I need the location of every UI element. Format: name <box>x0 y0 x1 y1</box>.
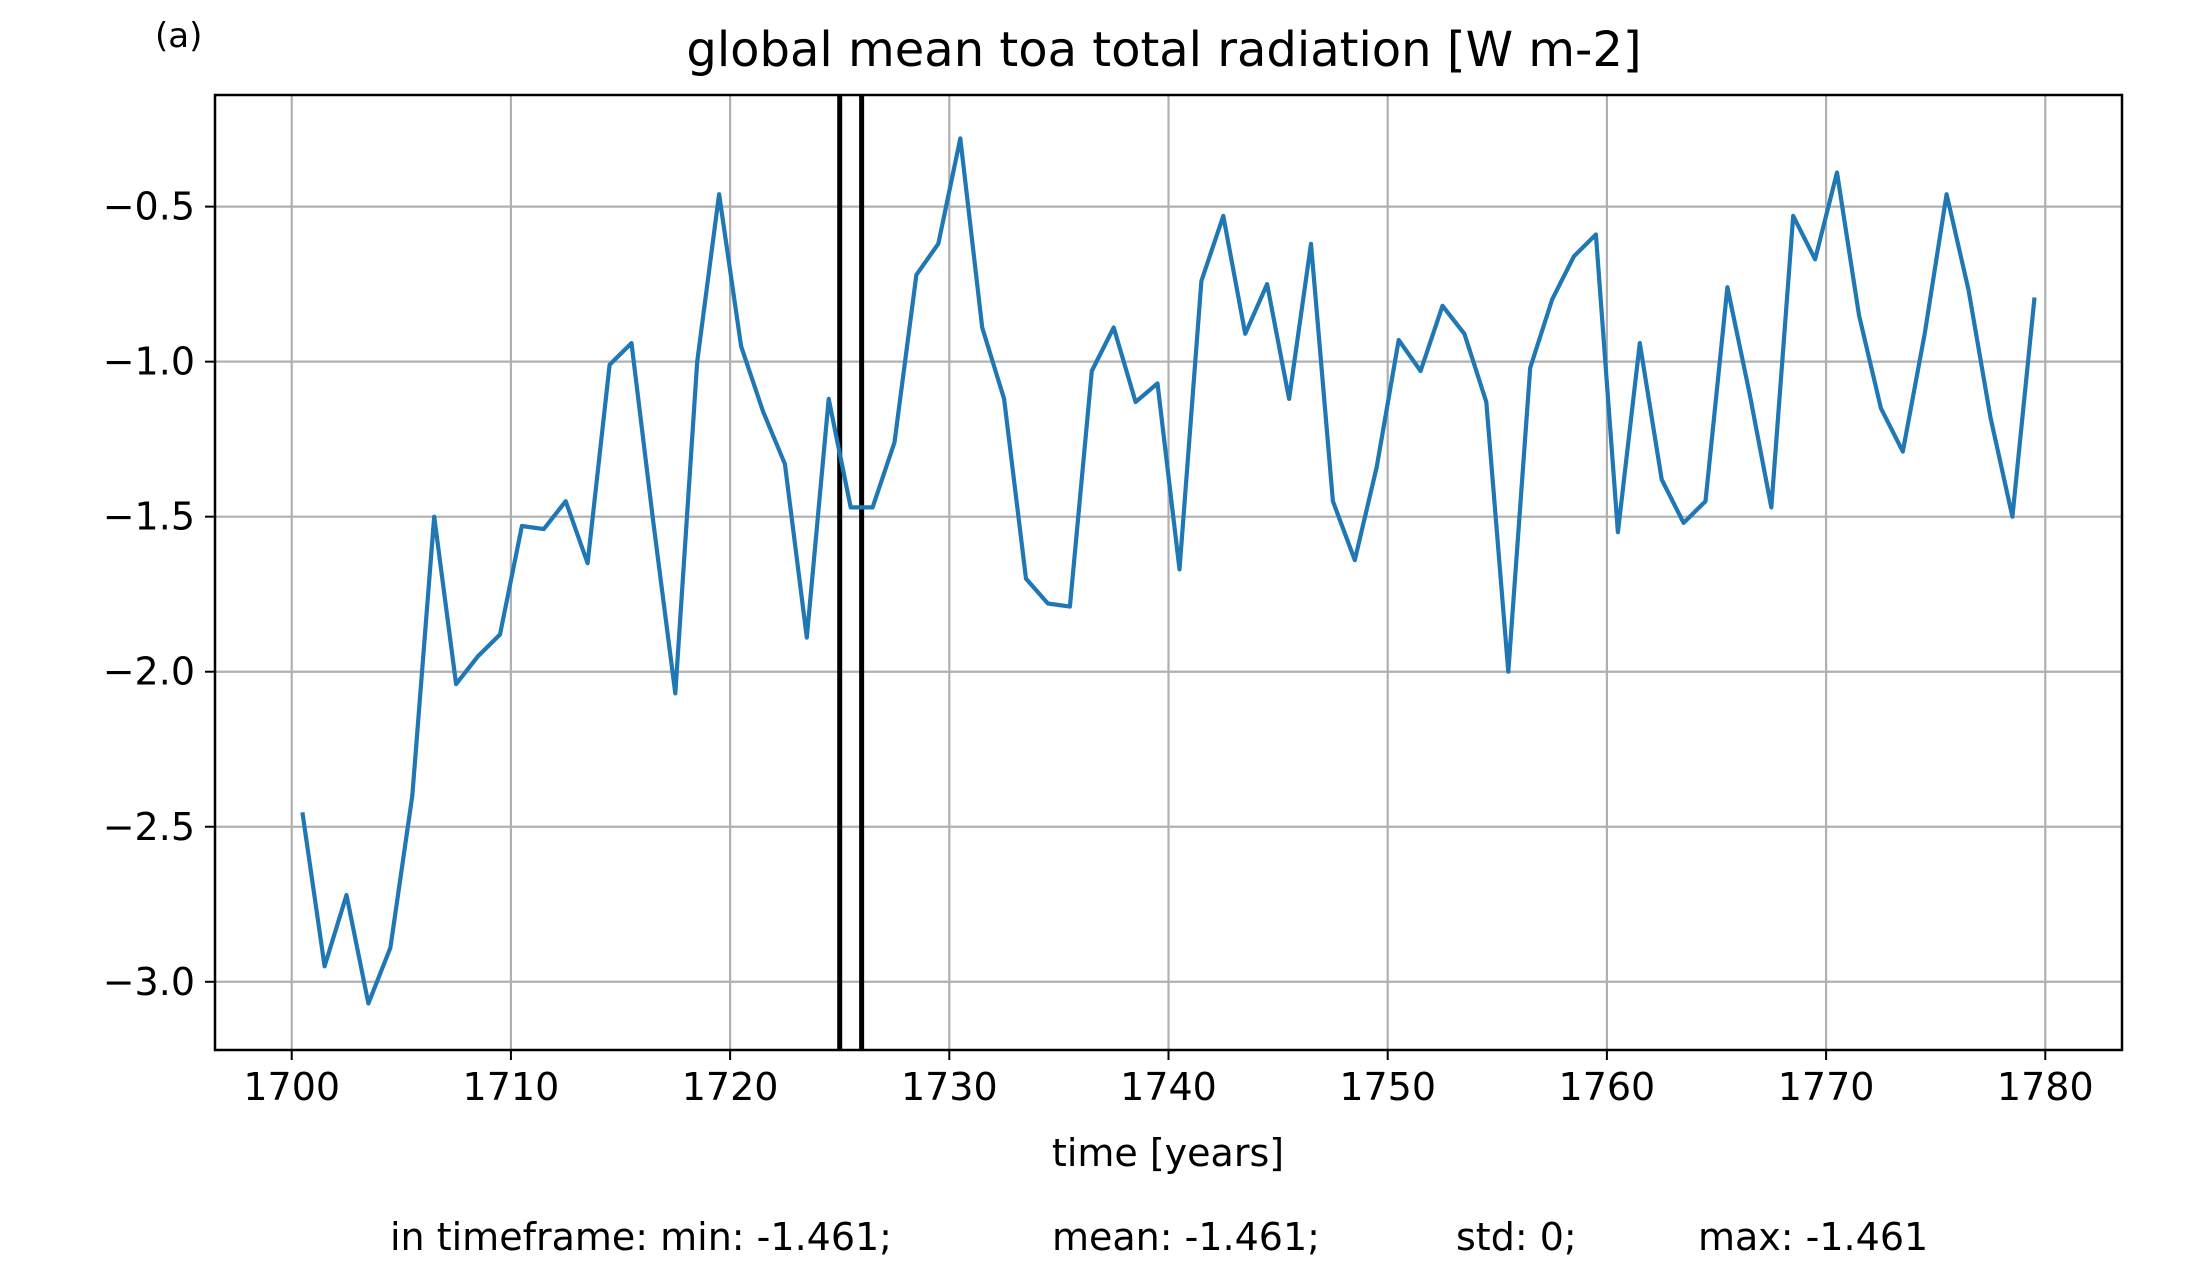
x-tick-label: 1760 <box>1559 1065 1656 1109</box>
stat-mean: mean: -1.461; <box>1052 1215 1320 1259</box>
x-tick-label: 1720 <box>682 1065 779 1109</box>
panel-label: (a) <box>155 16 202 56</box>
x-axis-label: time [years] <box>1052 1131 1284 1175</box>
data-series <box>300 136 2037 1006</box>
x-tick-label: 1740 <box>1120 1065 1217 1109</box>
y-tick-label: −2.5 <box>103 805 195 849</box>
y-tick-label: −1.5 <box>103 495 195 539</box>
x-tick-label: 1730 <box>901 1065 998 1109</box>
x-tick-label: 1710 <box>463 1065 560 1109</box>
timeframe-markers <box>837 95 865 1050</box>
grid-lines <box>215 95 2122 1050</box>
stat-std: std: 0; <box>1456 1215 1577 1259</box>
series-line <box>300 136 2037 1006</box>
y-axis-ticks: −3.0 −2.5 −2.0 −1.5 −1.0 −0.5 <box>103 185 215 1004</box>
chart-title: global mean toa total radiation [W m-2] <box>686 22 1641 78</box>
y-tick-label: −3.0 <box>103 960 195 1004</box>
y-tick-label: −0.5 <box>103 185 195 229</box>
x-tick-label: 1750 <box>1339 1065 1436 1109</box>
x-axis-ticks: 1700 1710 1720 1730 1740 1750 1760 1770 1780 <box>243 1050 2094 1109</box>
stat-min: in timeframe: min: -1.461; <box>390 1215 892 1259</box>
x-tick-label: 1700 <box>243 1065 340 1109</box>
y-tick-label: −2.0 <box>103 650 195 694</box>
y-tick-label: −1.0 <box>103 340 195 384</box>
x-tick-label: 1770 <box>1778 1065 1875 1109</box>
stat-max: max: -1.461 <box>1698 1215 1928 1259</box>
x-tick-label: 1780 <box>1997 1065 2094 1109</box>
